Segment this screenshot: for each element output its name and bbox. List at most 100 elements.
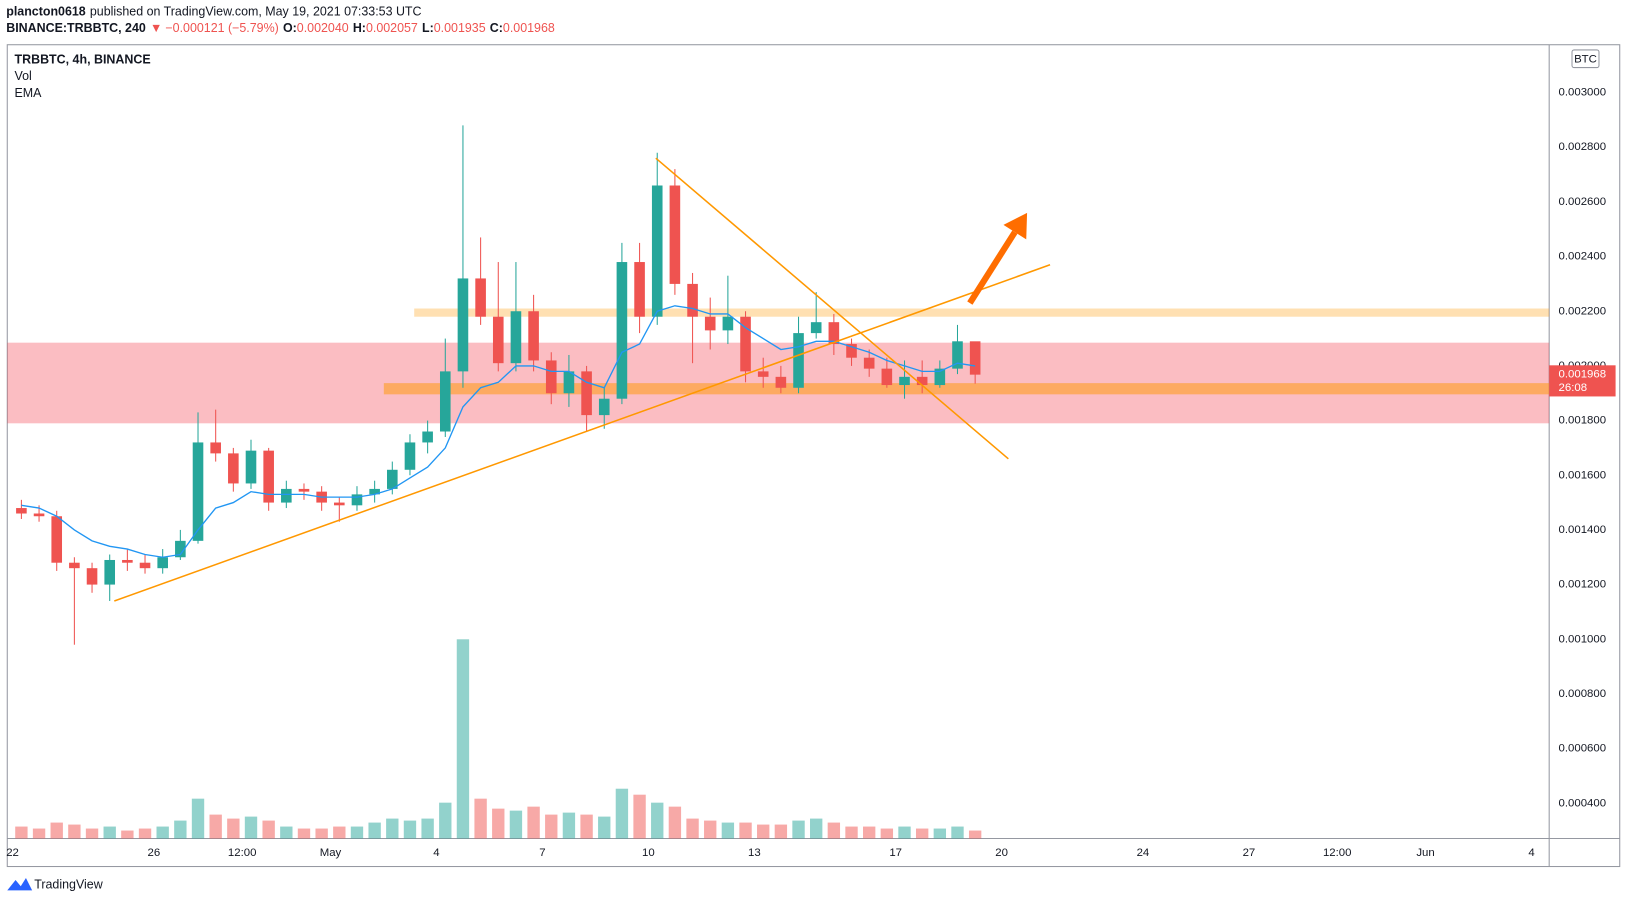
candle-body <box>740 316 751 372</box>
last-price-tag <box>1549 365 1616 397</box>
price-zone <box>383 383 1550 395</box>
volume-bar <box>103 826 116 839</box>
volume-bar <box>509 810 523 839</box>
candle-body <box>528 311 539 361</box>
volume-bar <box>333 826 346 839</box>
volume-bar <box>880 828 894 839</box>
volume-bar <box>50 822 63 839</box>
trend-line <box>655 157 1009 460</box>
y-tick-label: 0.002800 <box>1559 141 1607 153</box>
volume-bar <box>297 828 311 839</box>
candle-body <box>598 398 610 416</box>
volume-bar <box>280 826 293 839</box>
candle-body <box>33 513 45 517</box>
volume-bar <box>580 814 593 839</box>
candle-body <box>245 450 257 484</box>
candle-body <box>139 562 151 569</box>
symbol: BINANCE:TRBBTC, 240 <box>6 21 146 35</box>
candle-body <box>86 568 98 585</box>
x-tick-label: 24 <box>1137 847 1150 859</box>
candle-body <box>828 322 840 345</box>
candle-body <box>934 368 946 386</box>
ohlc-value: 0.002057 <box>366 21 418 35</box>
volume-bar <box>439 802 452 839</box>
volume-bar <box>774 824 788 839</box>
y-tick-label: 0.000600 <box>1559 743 1607 755</box>
footer-text: TradingView <box>34 877 103 891</box>
x-tick-label: 13 <box>748 847 761 859</box>
x-tick-label: 20 <box>995 847 1008 859</box>
volume-bar <box>598 816 611 839</box>
volume-bar <box>15 826 28 839</box>
x-tick-label: 22 <box>6 847 19 859</box>
volume-bar <box>368 822 381 839</box>
volume-bar <box>492 808 505 839</box>
volume-bar <box>968 830 982 839</box>
volume-bar <box>191 798 205 839</box>
change-arrow: ▼ <box>150 21 162 35</box>
candle-body <box>210 442 221 454</box>
candle-body <box>687 283 698 317</box>
ema-line <box>21 305 976 558</box>
ohlc-key: O: <box>283 21 297 35</box>
volume-bar <box>421 818 434 839</box>
arrow-shaft <box>967 230 1018 305</box>
y-tick-label: 0.001600 <box>1559 469 1607 481</box>
y-tick-label: 0.002600 <box>1559 196 1607 208</box>
candle-body <box>351 494 363 506</box>
quote-line: BINANCE:TRBBTC, 240 ▼ −0.000121 (−5.79%) O:… <box>6 21 555 35</box>
candle-body <box>175 540 186 558</box>
volume-bar <box>845 826 858 839</box>
x-tick-label: May <box>320 847 342 859</box>
volume-bar <box>933 828 947 839</box>
volume-bar <box>898 826 911 839</box>
volume-bar <box>209 814 222 839</box>
x-tick-label: 10 <box>642 847 655 859</box>
y-tick-label: 0.000800 <box>1559 688 1607 700</box>
change: −0.000121 (−5.79%) <box>165 21 278 35</box>
volume-bar <box>138 828 152 839</box>
volume-bar <box>456 639 470 839</box>
legend-symbol: TRBBTC, 4h, BINANCE <box>15 53 151 67</box>
volume-bar <box>527 806 540 839</box>
volume-bar <box>121 830 134 839</box>
candle-body <box>669 185 681 284</box>
volume-bar <box>686 818 699 839</box>
ohlc-value: 0.002040 <box>297 21 349 35</box>
candle-body <box>104 559 116 585</box>
y-tick-label: 0.001800 <box>1559 415 1607 427</box>
candle-body <box>916 376 928 386</box>
volume-bar <box>668 806 682 839</box>
volume-bar <box>704 820 717 839</box>
candle-body <box>69 562 80 569</box>
volume-bar <box>757 824 770 839</box>
candle-body <box>793 333 804 388</box>
volume-bar <box>739 822 752 839</box>
candle-body <box>492 316 504 364</box>
candle-body <box>122 559 133 563</box>
candle-body <box>157 557 168 569</box>
volume-bar <box>562 812 576 839</box>
volume-bar <box>262 820 275 839</box>
author: plancton0618 <box>6 5 86 19</box>
chart-frame <box>6 44 1621 868</box>
candle-body <box>563 371 575 394</box>
volume-bar <box>156 826 169 839</box>
currency-box[interactable] <box>1571 49 1600 69</box>
volume-bar <box>32 828 46 839</box>
ohlc-key: L: <box>422 21 434 35</box>
candle-body <box>369 488 380 495</box>
candle-body <box>634 262 645 317</box>
candle-body <box>457 278 469 372</box>
candle-body <box>263 450 274 503</box>
x-tick-label: 17 <box>889 847 902 859</box>
logo-icon <box>7 877 33 891</box>
candle-body <box>545 360 557 394</box>
candle-body <box>810 322 822 334</box>
footer-logo: TradingView <box>7 877 104 891</box>
candle-body <box>704 316 716 331</box>
currency: BTC <box>1574 53 1597 65</box>
candle-body <box>952 341 963 369</box>
candle-body <box>651 185 663 317</box>
volume-bar <box>810 818 823 839</box>
